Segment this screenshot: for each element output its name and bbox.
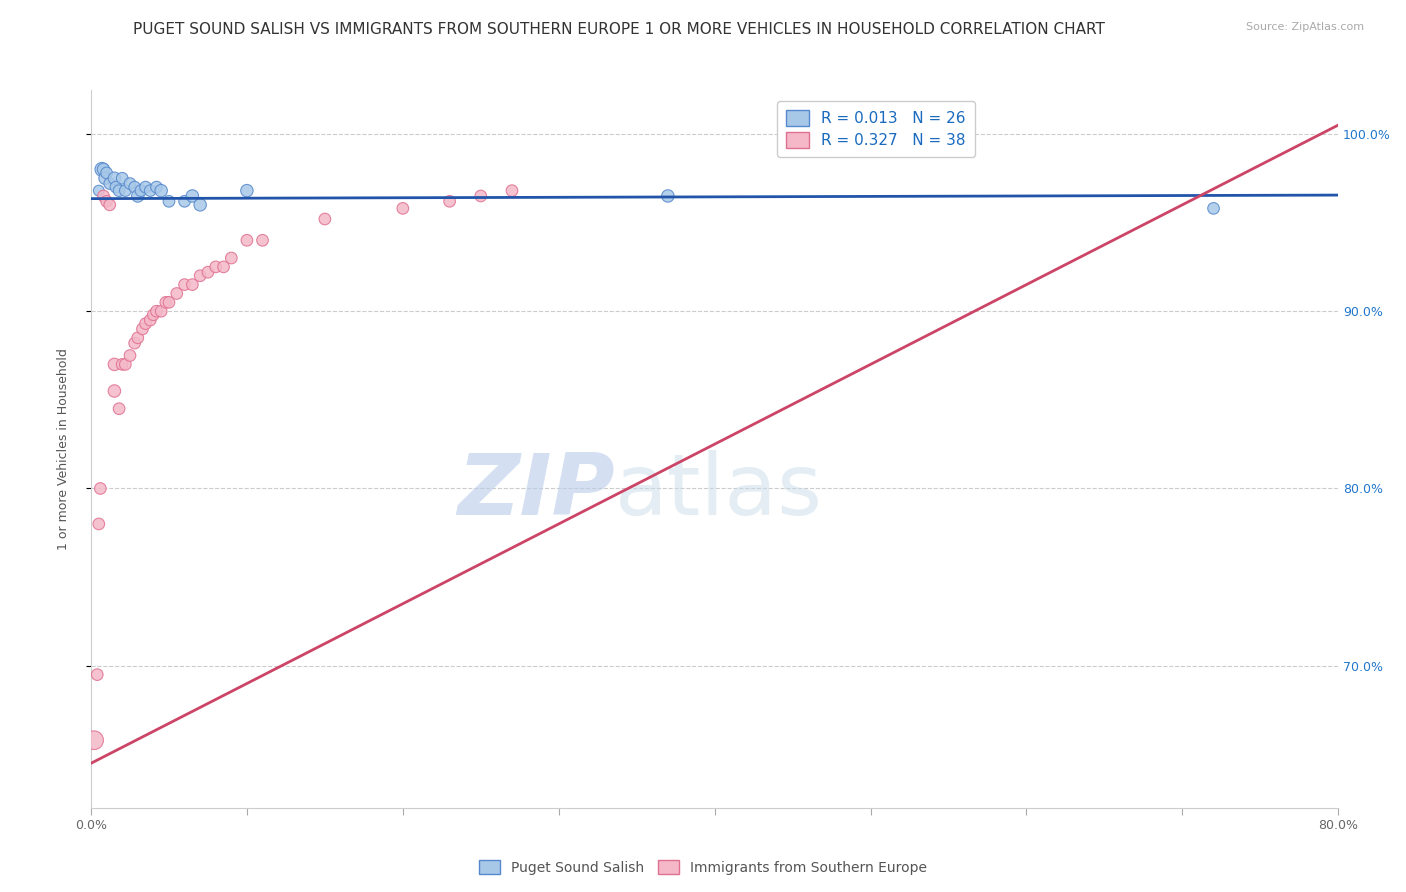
Point — [131, 322, 153, 336]
Point — [157, 295, 180, 310]
Point — [114, 184, 136, 198]
Point — [155, 295, 177, 310]
Point — [188, 198, 211, 212]
Point — [111, 358, 134, 372]
Point — [124, 336, 146, 351]
Text: atlas: atlas — [614, 450, 823, 533]
Point — [103, 171, 125, 186]
Point — [94, 171, 117, 186]
Point — [118, 177, 141, 191]
Point — [1202, 202, 1225, 216]
Legend: R = 0.013   N = 26, R = 0.327   N = 38: R = 0.013 N = 26, R = 0.327 N = 38 — [778, 101, 976, 157]
Point — [118, 349, 141, 363]
Point — [392, 202, 415, 216]
Point — [181, 189, 204, 203]
Text: PUGET SOUND SALISH VS IMMIGRANTS FROM SOUTHERN EUROPE 1 OR MORE VEHICLES IN HOUS: PUGET SOUND SALISH VS IMMIGRANTS FROM SO… — [132, 22, 1105, 37]
Point — [127, 189, 149, 203]
Point — [439, 194, 461, 209]
Point — [98, 177, 121, 191]
Point — [252, 233, 274, 247]
Point — [173, 277, 195, 292]
Point — [135, 180, 157, 194]
Point — [139, 313, 162, 327]
Point — [103, 384, 125, 398]
Point — [93, 189, 115, 203]
Point — [166, 286, 188, 301]
Legend: Puget Sound Salish, Immigrants from Southern Europe: Puget Sound Salish, Immigrants from Sout… — [474, 855, 932, 880]
Point — [98, 198, 121, 212]
Point — [657, 189, 679, 203]
Point — [314, 212, 336, 227]
Point — [103, 358, 125, 372]
Point — [96, 194, 118, 209]
Point — [108, 184, 131, 198]
Point — [150, 304, 173, 318]
Point — [129, 184, 152, 198]
Point — [501, 184, 523, 198]
Point — [145, 304, 167, 318]
Point — [104, 180, 127, 194]
Point — [124, 180, 146, 194]
Point — [87, 184, 110, 198]
Point — [173, 194, 195, 209]
Point — [221, 251, 243, 265]
Point — [135, 317, 157, 331]
Point — [212, 260, 235, 274]
Point — [93, 162, 115, 177]
Point — [188, 268, 211, 283]
Point — [236, 233, 259, 247]
Point — [127, 331, 149, 345]
Point — [145, 180, 167, 194]
Point — [86, 667, 108, 681]
Point — [114, 358, 136, 372]
Point — [96, 166, 118, 180]
Point — [470, 189, 492, 203]
Point — [142, 308, 165, 322]
Text: ZIP: ZIP — [457, 450, 614, 533]
Point — [87, 516, 110, 531]
Point — [111, 171, 134, 186]
Point — [204, 260, 226, 274]
Point — [89, 482, 111, 496]
Point — [197, 265, 219, 279]
Point — [181, 277, 204, 292]
Point — [90, 162, 112, 177]
Text: Source: ZipAtlas.com: Source: ZipAtlas.com — [1246, 22, 1364, 32]
Point — [236, 184, 259, 198]
Point — [108, 401, 131, 416]
Y-axis label: 1 or more Vehicles in Household: 1 or more Vehicles in Household — [58, 348, 70, 549]
Point — [139, 184, 162, 198]
Point — [157, 194, 180, 209]
Point — [150, 184, 173, 198]
Point — [83, 733, 105, 747]
